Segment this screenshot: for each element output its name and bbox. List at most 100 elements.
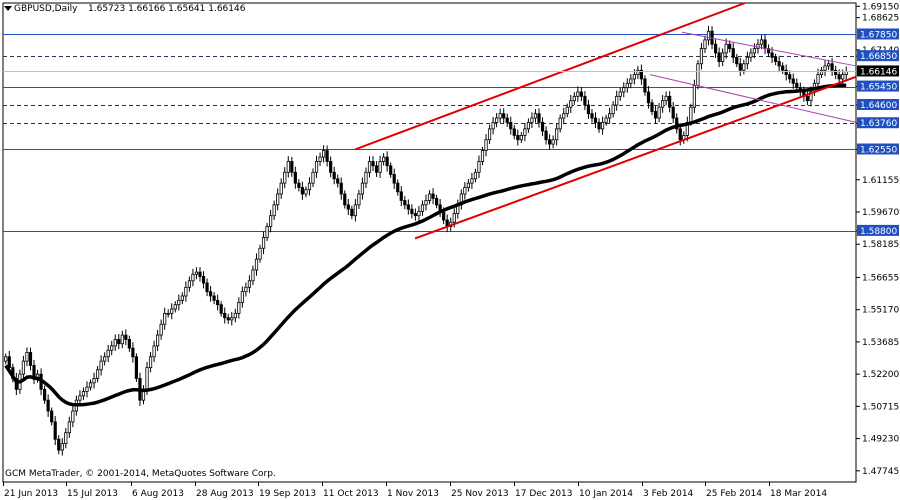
candle-body	[533, 113, 538, 119]
y-tick-label-9: 1.59670	[862, 208, 899, 218]
candle-body	[244, 286, 248, 293]
level-label-bg-2	[857, 80, 899, 92]
candle-body	[293, 171, 297, 184]
candle-body	[625, 82, 629, 89]
candle-body	[226, 317, 230, 321]
y-tick-label-11: 1.58185	[862, 240, 899, 250]
candle-body	[272, 204, 276, 217]
candle-body	[184, 286, 188, 297]
x-tick-label-2: 6 Aug 2013	[132, 489, 184, 499]
candle-body	[219, 304, 223, 314]
candle-body	[399, 191, 403, 201]
candle-body	[170, 308, 174, 314]
candle-body	[502, 113, 506, 119]
candle-body	[14, 378, 18, 390]
candle-body	[823, 65, 827, 71]
candle-body	[442, 210, 446, 221]
candle-body	[269, 215, 273, 227]
candle-body	[321, 150, 326, 158]
candle-body	[763, 39, 767, 49]
level-label-bg-4	[857, 117, 899, 129]
candle-body	[413, 213, 418, 217]
candle-body	[212, 295, 216, 301]
candle-body	[728, 43, 732, 49]
candle-body	[353, 204, 357, 217]
candle-body	[604, 117, 608, 123]
candle-body	[106, 349, 110, 358]
candle-body	[427, 193, 432, 201]
candle-body	[480, 150, 485, 162]
candle-body	[117, 339, 121, 345]
candle-body	[657, 106, 661, 119]
candle-body	[392, 174, 396, 184]
candle-body	[834, 69, 838, 76]
candle-body	[777, 61, 781, 67]
candle-body	[343, 193, 347, 206]
candle-body	[318, 156, 322, 162]
candle-body	[830, 63, 834, 71]
candle-body	[632, 74, 636, 80]
level-label-3: 1.64600	[860, 101, 897, 111]
candle-body	[523, 128, 527, 136]
candle-body	[664, 95, 668, 102]
y-tick-label-1: 1.68625	[862, 14, 899, 24]
candle-body	[668, 95, 672, 108]
candle-body	[417, 210, 421, 217]
candle-body	[290, 161, 294, 173]
candle-body	[565, 106, 569, 115]
candle-body	[57, 438, 61, 451]
candle-body	[4, 356, 8, 362]
level-label-bg-6	[857, 224, 899, 236]
candle-body	[738, 63, 742, 71]
candle-body	[78, 395, 82, 401]
candle-body	[99, 360, 103, 371]
candle-body	[692, 85, 696, 108]
candle-body	[300, 187, 305, 195]
candle-body	[671, 106, 675, 119]
candle-body	[403, 200, 407, 206]
candle-body	[339, 182, 343, 195]
candle-body	[650, 102, 654, 112]
candle-body	[639, 69, 644, 80]
x-tick-label-8: 17 Dec 2013	[515, 489, 573, 499]
collapse-icon[interactable]	[4, 6, 12, 11]
candle-body	[261, 236, 266, 249]
candle-body	[251, 269, 255, 282]
x-tick-label-7: 25 Nov 2013	[451, 489, 509, 499]
candle-body	[431, 193, 435, 199]
candle-body	[216, 299, 220, 306]
candle-body	[636, 69, 640, 76]
candle-body	[71, 410, 75, 423]
candle-body	[127, 339, 131, 349]
candle-body	[713, 43, 718, 54]
candle-body	[551, 139, 555, 145]
y-tick-label-14: 1.53685	[862, 338, 899, 348]
candle-body	[569, 100, 573, 108]
channel-upper-line	[354, 2, 746, 151]
copyright-text: GCM MetaTrader, © 2001-2014, MetaQuotes …	[5, 469, 276, 479]
candle-body	[50, 410, 54, 423]
candle-body	[110, 345, 114, 351]
candle-body	[509, 121, 513, 130]
level-label-bg-3	[857, 99, 899, 111]
candle-body	[653, 111, 658, 119]
candle-body	[131, 347, 135, 358]
x-tick-label-10: 3 Feb 2014	[643, 489, 694, 499]
candle-body	[781, 65, 785, 71]
candle-body	[336, 178, 340, 184]
candle-body	[487, 128, 492, 141]
candle-body	[562, 113, 566, 119]
candle-body	[279, 182, 283, 195]
current-price-label: 1.66146	[860, 67, 897, 77]
desc-channel-lower	[649, 74, 857, 123]
candle-body	[223, 312, 227, 319]
candle-body	[717, 52, 721, 62]
level-label-bg-0	[857, 28, 899, 40]
header-ohlc: 1.65723 1.66166 1.65641 1.66146	[88, 4, 246, 14]
candle-body	[198, 271, 202, 277]
candle-body	[611, 104, 615, 115]
candle-body	[558, 117, 562, 130]
candle-body	[583, 95, 587, 106]
candle-body	[385, 156, 389, 167]
